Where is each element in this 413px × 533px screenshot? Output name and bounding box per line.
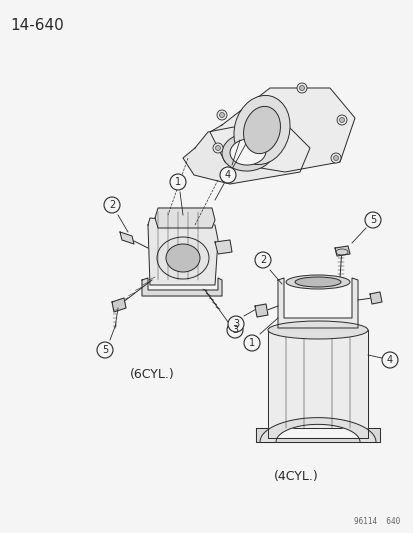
Polygon shape (267, 330, 367, 428)
Ellipse shape (166, 244, 199, 272)
Polygon shape (334, 246, 349, 256)
Circle shape (219, 167, 235, 183)
Circle shape (215, 146, 220, 150)
Polygon shape (369, 292, 381, 304)
Circle shape (299, 85, 304, 91)
Circle shape (170, 174, 185, 190)
Circle shape (333, 156, 338, 160)
Ellipse shape (157, 237, 209, 279)
Polygon shape (209, 88, 354, 172)
Ellipse shape (267, 321, 367, 339)
Circle shape (364, 212, 380, 228)
Ellipse shape (285, 275, 349, 289)
Ellipse shape (221, 133, 273, 171)
Circle shape (336, 115, 346, 125)
Polygon shape (120, 232, 134, 244)
Polygon shape (259, 418, 375, 442)
Circle shape (97, 342, 113, 358)
Circle shape (212, 143, 223, 153)
Polygon shape (277, 278, 357, 328)
Circle shape (228, 316, 243, 332)
Text: 5: 5 (102, 345, 108, 355)
Circle shape (296, 83, 306, 93)
Circle shape (254, 252, 271, 268)
Circle shape (243, 335, 259, 351)
Text: 2: 2 (259, 255, 266, 265)
Text: 2: 2 (109, 200, 115, 210)
Text: 4: 4 (386, 355, 392, 365)
Circle shape (339, 117, 344, 123)
Text: 4: 4 (224, 170, 230, 180)
Polygon shape (255, 428, 379, 442)
Ellipse shape (294, 277, 340, 287)
Ellipse shape (243, 107, 280, 154)
Text: 1: 1 (175, 177, 180, 187)
Text: 1: 1 (248, 338, 254, 348)
Polygon shape (112, 298, 126, 312)
Ellipse shape (233, 95, 290, 165)
Text: (6CYL.): (6CYL.) (130, 368, 174, 381)
Circle shape (216, 110, 226, 120)
Circle shape (226, 322, 242, 338)
Ellipse shape (335, 249, 347, 255)
Polygon shape (214, 240, 231, 254)
Ellipse shape (230, 139, 265, 165)
Polygon shape (154, 208, 214, 228)
Polygon shape (142, 278, 221, 296)
Text: 14-640: 14-640 (10, 18, 64, 33)
Polygon shape (183, 118, 309, 184)
Polygon shape (147, 218, 218, 285)
Text: (4CYL.): (4CYL.) (273, 470, 318, 483)
Text: 3: 3 (233, 319, 238, 329)
Circle shape (381, 352, 397, 368)
Circle shape (219, 112, 224, 117)
Circle shape (330, 153, 340, 163)
Polygon shape (254, 304, 267, 317)
Text: 96114  640: 96114 640 (353, 517, 399, 526)
Circle shape (104, 197, 120, 213)
Text: 5: 5 (369, 215, 375, 225)
Text: 3: 3 (231, 325, 237, 335)
